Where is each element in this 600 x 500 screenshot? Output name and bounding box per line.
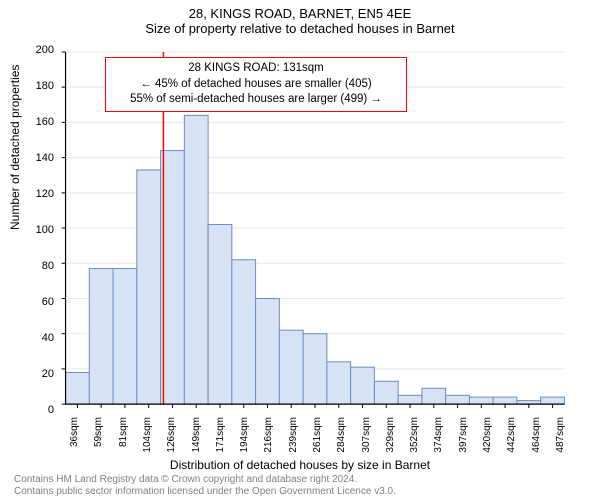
- x-tick-label: 352sqm: [409, 417, 420, 453]
- annotation-box: 28 KINGS ROAD: 131sqm ← 45% of detached …: [105, 57, 407, 112]
- y-axis-label: Number of detached properties: [8, 65, 22, 230]
- footnote-line1: Contains HM Land Registry data © Crown c…: [14, 474, 396, 486]
- annotation-line3: 55% of semi-detached houses are larger (…: [114, 92, 398, 108]
- x-tick-label: 194sqm: [239, 417, 250, 453]
- x-tick-label: 464sqm: [531, 417, 542, 453]
- x-tick-label: 261sqm: [312, 417, 323, 453]
- x-tick-label: 420sqm: [482, 417, 493, 453]
- y-tick-label: 120: [24, 188, 54, 200]
- x-tick-label: 216sqm: [263, 417, 274, 453]
- y-tick-label: 100: [24, 224, 54, 236]
- x-tick-label: 171sqm: [215, 417, 226, 453]
- y-tick-label: 80: [24, 260, 54, 272]
- x-tick-label: 284sqm: [336, 417, 347, 453]
- x-tick-label: 374sqm: [433, 417, 444, 453]
- chart-subtitle: Size of property relative to detached ho…: [0, 21, 600, 36]
- y-tick-label: 160: [24, 116, 54, 128]
- chart-title: 28, KINGS ROAD, BARNET, EN5 4EE: [0, 6, 600, 21]
- x-tick-label: 329sqm: [385, 417, 396, 453]
- x-tick-label: 59sqm: [93, 417, 104, 447]
- x-tick-label: 104sqm: [142, 417, 153, 453]
- x-tick-label: 239sqm: [288, 417, 299, 453]
- x-tick-label: 307sqm: [361, 417, 372, 453]
- annotation-line1: 28 KINGS ROAD: 131sqm: [114, 61, 398, 77]
- footnote-line2: Contains public sector information licen…: [14, 486, 396, 498]
- y-tick-label: 20: [24, 368, 54, 380]
- x-tick-label: 487sqm: [555, 417, 566, 453]
- y-tick-label: 140: [24, 152, 54, 164]
- annotation-line2: ← 45% of detached houses are smaller (40…: [114, 77, 398, 93]
- x-tick-label: 126sqm: [166, 417, 177, 453]
- y-tick-label: 200: [24, 44, 54, 56]
- x-tick-label: 397sqm: [458, 417, 469, 453]
- footnote: Contains HM Land Registry data © Crown c…: [14, 474, 396, 498]
- y-tick-label: 180: [24, 80, 54, 92]
- x-axis-label: Distribution of detached houses by size …: [0, 458, 600, 472]
- y-tick-label: 40: [24, 332, 54, 344]
- x-tick-label: 36sqm: [69, 417, 80, 447]
- x-tick-label: 442sqm: [506, 417, 517, 453]
- y-tick-label: 60: [24, 296, 54, 308]
- x-tick-label: 81sqm: [118, 417, 129, 447]
- chart-area: 28 KINGS ROAD: 131sqm ← 45% of detached …: [60, 50, 570, 410]
- y-tick-label: 0: [24, 404, 54, 416]
- x-tick-label: 149sqm: [191, 417, 202, 453]
